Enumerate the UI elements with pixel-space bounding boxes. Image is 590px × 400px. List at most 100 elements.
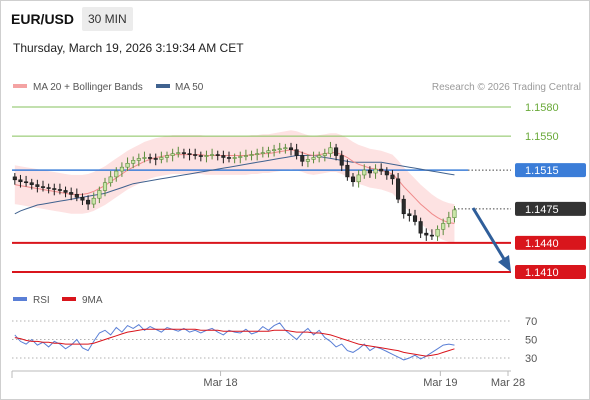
candle-body <box>300 155 305 162</box>
candle-body <box>435 228 440 237</box>
candle-body <box>339 155 344 166</box>
candle-body <box>57 189 62 191</box>
rsi-tick-label: 50 <box>525 335 537 347</box>
candle-body <box>136 158 141 161</box>
candle-body <box>232 157 237 159</box>
candle-body <box>102 182 108 191</box>
candle-body <box>401 198 406 215</box>
candle-body <box>159 157 164 160</box>
candle-body <box>176 152 181 154</box>
candle-body <box>215 154 220 156</box>
candle-body <box>187 153 192 155</box>
legend-ma50-swatch <box>156 84 170 88</box>
legend-rsi-swatch <box>13 297 27 301</box>
candle-body <box>97 190 102 199</box>
candle-body <box>446 217 451 224</box>
candle-body <box>63 190 68 193</box>
level-label-bg <box>515 163 586 178</box>
candle-body <box>91 197 96 205</box>
candle-body <box>204 155 209 157</box>
candle-body <box>407 213 412 217</box>
candle-body <box>40 186 46 188</box>
candle-body <box>255 153 260 155</box>
candle-body <box>52 188 57 190</box>
level-label-bg <box>515 201 586 216</box>
level-label: 1.1475 <box>525 204 559 216</box>
candle-body <box>142 157 147 159</box>
candle-body <box>86 199 91 205</box>
candle-body <box>396 178 401 200</box>
candle-body <box>362 169 367 176</box>
candle-body <box>125 162 130 168</box>
timestamp-label: Thursday, March 19, 2026 3:19:34 AM CET <box>13 41 244 55</box>
timeframe-badge[interactable]: 30 MIN <box>82 7 133 31</box>
legend-ma50-label: MA 50 <box>175 82 204 93</box>
candle-body <box>266 150 271 153</box>
candle-body <box>311 157 316 160</box>
candle-body <box>334 147 339 156</box>
candle-body <box>226 157 232 159</box>
candle-body <box>29 182 34 185</box>
rsi-9ma-line <box>14 328 455 357</box>
candle-body <box>328 147 333 154</box>
chart-header: EUR/USD 30 MIN <box>0 0 590 38</box>
candle-body <box>210 154 215 156</box>
candle-body <box>170 153 175 156</box>
candle-body <box>412 215 418 222</box>
rsi-tick-label: 30 <box>525 353 537 365</box>
candle-body <box>153 158 158 160</box>
forecast-arrow-shaft <box>471 207 506 260</box>
candle-body <box>350 176 356 183</box>
time-tick-label: Mar 28 <box>491 377 525 389</box>
candle-body <box>131 160 136 164</box>
level-label: 1.1550 <box>525 131 559 143</box>
candle-body <box>198 155 203 157</box>
candle-body <box>305 159 310 162</box>
candle-body <box>288 147 294 151</box>
candle-body <box>249 154 254 156</box>
candle-body <box>345 164 350 178</box>
legend-ma20-swatch <box>13 84 27 88</box>
candle-body <box>294 149 299 156</box>
candle-body <box>260 152 265 154</box>
candle-body <box>390 174 395 180</box>
candle-body <box>322 153 327 156</box>
candle-body <box>181 152 186 154</box>
candle-body <box>35 184 40 187</box>
candle-body <box>221 155 226 158</box>
candle-body <box>452 209 457 218</box>
symbol-label: EUR/USD <box>11 11 75 27</box>
level-label: 1.1440 <box>525 238 559 250</box>
candle-body <box>80 196 85 201</box>
candle-body <box>108 176 113 184</box>
candle-body <box>429 234 434 237</box>
candle-body <box>148 157 153 159</box>
candle-body <box>12 176 17 181</box>
research-credit: Research © 2026 Trading Central <box>432 82 581 93</box>
legend-9ma-label: 9MA <box>82 295 103 306</box>
forecast-arrow-head <box>498 255 511 272</box>
time-axis: Mar 18 Mar 19 Mar 28 <box>11 370 525 389</box>
candle-body <box>74 194 79 198</box>
candle-body <box>277 148 282 151</box>
candle-body <box>373 168 378 174</box>
level-label-bg <box>515 265 586 279</box>
candle-body <box>367 169 372 174</box>
legend-9ma-swatch <box>62 297 76 301</box>
candle-body <box>114 170 119 178</box>
candle-body <box>69 192 74 195</box>
rsi-line <box>14 322 455 361</box>
candle-body <box>46 187 51 189</box>
candle-body <box>119 166 124 172</box>
candle-body <box>441 223 446 230</box>
rsi-tick-label: 70 <box>525 316 537 328</box>
candle-body <box>379 168 384 172</box>
candle-body <box>418 221 423 234</box>
candle-body <box>424 232 429 236</box>
candle-body <box>243 155 248 157</box>
legend-rsi-label: RSI <box>33 295 50 306</box>
time-tick-label: Mar 19 <box>423 377 457 389</box>
candle-body <box>164 155 170 158</box>
candle-body <box>283 147 288 150</box>
